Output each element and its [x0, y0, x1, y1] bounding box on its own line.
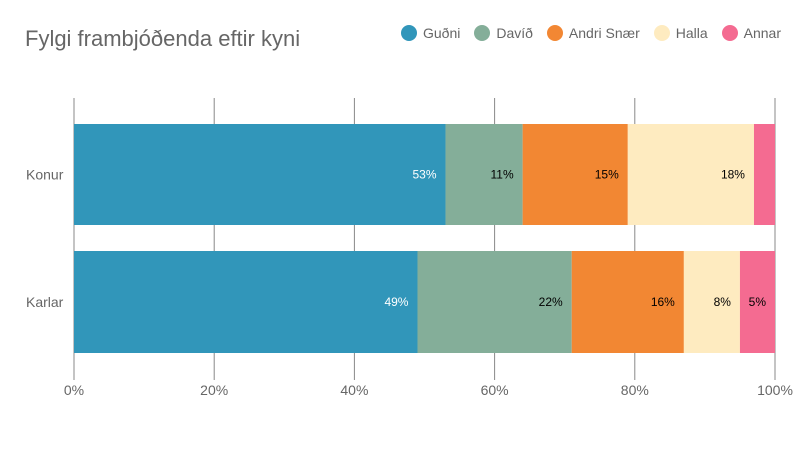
x-tick-label: 0% [64, 382, 84, 398]
legend-label: Halla [675, 25, 708, 41]
y-category-label: Karlar [26, 294, 64, 310]
bar-segment [522, 124, 628, 225]
data-label: 11% [490, 168, 513, 182]
data-label: 18% [721, 168, 745, 182]
y-category-label: Konur [26, 167, 64, 183]
bar-segment [571, 251, 684, 353]
x-tick-label: 100% [757, 382, 793, 398]
data-label: 8% [714, 295, 732, 309]
bar-segment [739, 251, 775, 353]
chart-title: Fylgi frambjóðenda eftir kyni [25, 26, 301, 51]
data-label: 49% [384, 295, 408, 309]
bar-segment [445, 124, 523, 225]
legend-item[interactable]: Davíð [474, 25, 533, 41]
data-label: 22% [539, 295, 563, 309]
legend-marker-icon [474, 25, 491, 41]
bar-segment [683, 251, 740, 353]
data-label: 5% [749, 295, 767, 309]
legend-item[interactable]: Andri Snær [546, 25, 640, 41]
data-label: 16% [651, 295, 675, 309]
bar-segment [74, 251, 418, 353]
x-tick-label: 40% [340, 382, 368, 398]
legend-marker-icon [400, 25, 417, 41]
data-label: 15% [595, 168, 619, 182]
legend-label: Guðni [422, 25, 461, 41]
legend: Guðni Davíð Andri Snær Halla Annar [400, 25, 781, 41]
legend-item[interactable]: Guðni [400, 25, 461, 41]
legend-marker-icon [653, 25, 670, 41]
legend-item[interactable]: Annar [721, 25, 781, 41]
data-label: 53% [412, 168, 436, 182]
legend-label: Davíð [496, 25, 533, 41]
legend-marker-icon [721, 25, 738, 41]
legend-label: Andri Snær [568, 25, 640, 41]
bar-segment [417, 251, 572, 353]
bar-segment [74, 124, 446, 225]
legend-marker-icon [546, 25, 563, 41]
x-tick-label: 20% [200, 382, 228, 398]
bar-segment [627, 124, 754, 225]
legend-label: Annar [743, 25, 781, 41]
bar-segment [753, 124, 775, 225]
x-tick-label: 80% [621, 382, 649, 398]
x-tick-label: 60% [481, 382, 509, 398]
legend-item[interactable]: Halla [653, 25, 708, 41]
